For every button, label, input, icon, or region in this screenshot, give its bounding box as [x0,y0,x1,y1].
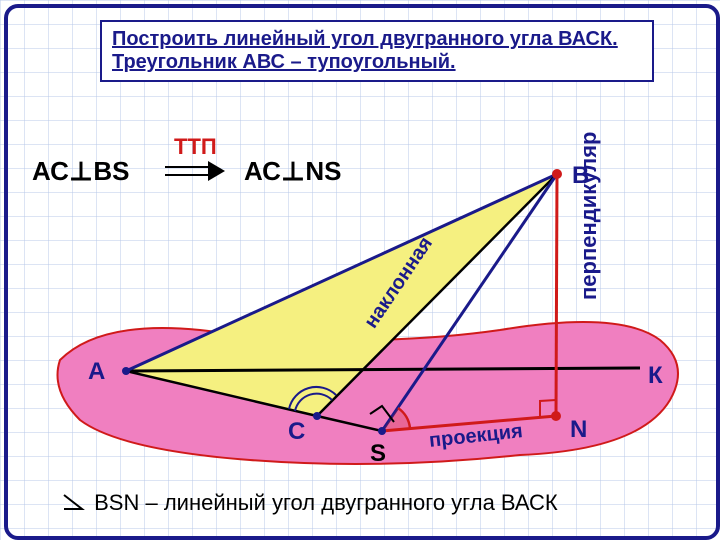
label-s: S [370,440,386,468]
implication-arrow [160,158,230,188]
geometry-diagram [0,0,720,540]
point-c [313,412,321,420]
point-b [552,169,562,179]
point-n [551,411,561,421]
label-n: N [570,416,587,444]
angle-icon [60,491,88,513]
point-s [378,427,386,435]
label-k: К [648,362,663,390]
relation-left: АС⊥ВS [32,156,129,187]
label-perpendicular: перпендикуляр [576,132,602,300]
relation-right: АС⊥NS [244,156,341,187]
label-a: А [88,358,105,386]
label-c: С [288,418,305,446]
line-bn-perpendicular [556,174,557,416]
ttp-label: ТТП [174,134,217,160]
point-a [122,367,130,375]
conclusion-text: BSN – линейный угол двугранного угла ВАС… [94,490,558,515]
conclusion: BSN – линейный угол двугранного угла ВАС… [60,490,558,516]
